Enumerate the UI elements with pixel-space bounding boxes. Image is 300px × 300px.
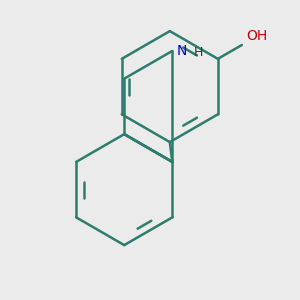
Text: N: N — [176, 44, 187, 58]
Text: H: H — [194, 46, 203, 59]
Text: OH: OH — [246, 29, 267, 43]
